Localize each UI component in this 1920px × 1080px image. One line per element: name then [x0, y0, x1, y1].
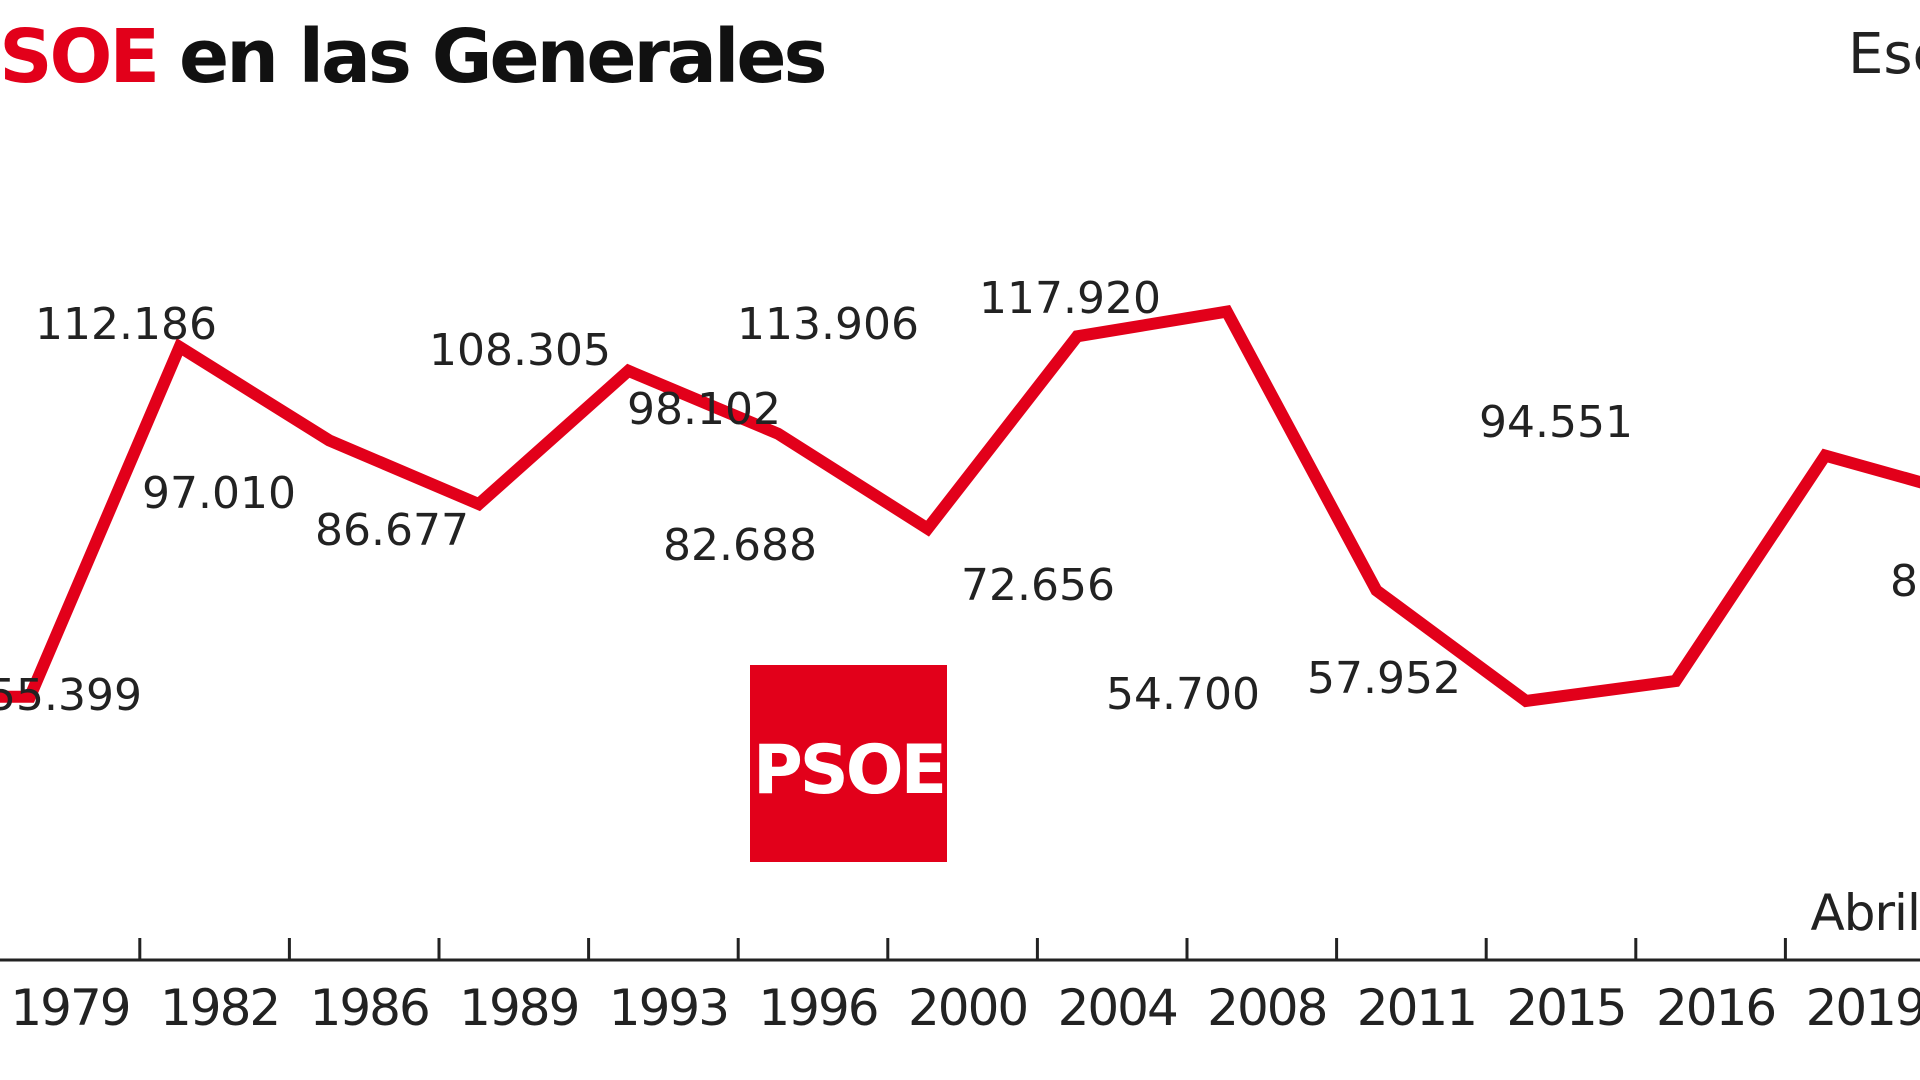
value-label-2000: 82.688 — [663, 520, 817, 571]
x-tick-label-1993: 1993 — [609, 979, 728, 1037]
value-label-1989: 86.677 — [315, 505, 469, 556]
value-label-partial: 8 — [1890, 556, 1918, 607]
x-tick-label-2019: 2019 — [1806, 979, 1920, 1037]
value-label-2004: 113.906 — [737, 299, 919, 350]
chart-title: PSOEen las Generales — [0, 14, 828, 100]
value-label-1982: 112.186 — [35, 299, 217, 350]
value-label-2016: 57.952 — [1307, 653, 1461, 704]
title-party: PSOE — [0, 14, 160, 100]
title-rest: en las Generales — [179, 14, 828, 100]
logo-text: PSOE — [752, 731, 947, 810]
value-label-1996: 98.102 — [627, 384, 781, 435]
x-tick-label-2016: 2016 — [1656, 979, 1775, 1037]
x-tick-label-2008: 2008 — [1207, 979, 1326, 1037]
corner-text-cut: Esc — [1848, 22, 1920, 87]
x-tick-label-1986: 1986 — [310, 979, 429, 1037]
value-label-2015: 54.700 — [1106, 669, 1260, 720]
series-line — [0, 304, 1920, 708]
value-label-1993: 108.305 — [429, 325, 611, 376]
value-label-2011: 72.656 — [961, 560, 1115, 611]
x-tick-label-1996: 1996 — [758, 979, 877, 1037]
x-tick-label-2011: 2011 — [1357, 979, 1476, 1037]
psoe-logo: PSOE — [750, 665, 947, 862]
x-tick-label-2015: 2015 — [1506, 979, 1625, 1037]
x-tick-label-1982: 1982 — [160, 979, 279, 1037]
x-tick-label-2000: 2000 — [908, 979, 1027, 1037]
x-tick-label-1989: 1989 — [459, 979, 578, 1037]
value-label-2008: 117.920 — [979, 273, 1161, 324]
value-label-1979: 55.399 — [0, 670, 142, 721]
x-tick-label-2004: 2004 — [1058, 979, 1177, 1037]
x-tick-label-1979: 1979 — [10, 979, 129, 1037]
value-label-2019: 94.551 — [1479, 397, 1633, 448]
annotation-abril: Abril — [1811, 884, 1920, 942]
value-label-1986: 97.010 — [142, 468, 296, 519]
